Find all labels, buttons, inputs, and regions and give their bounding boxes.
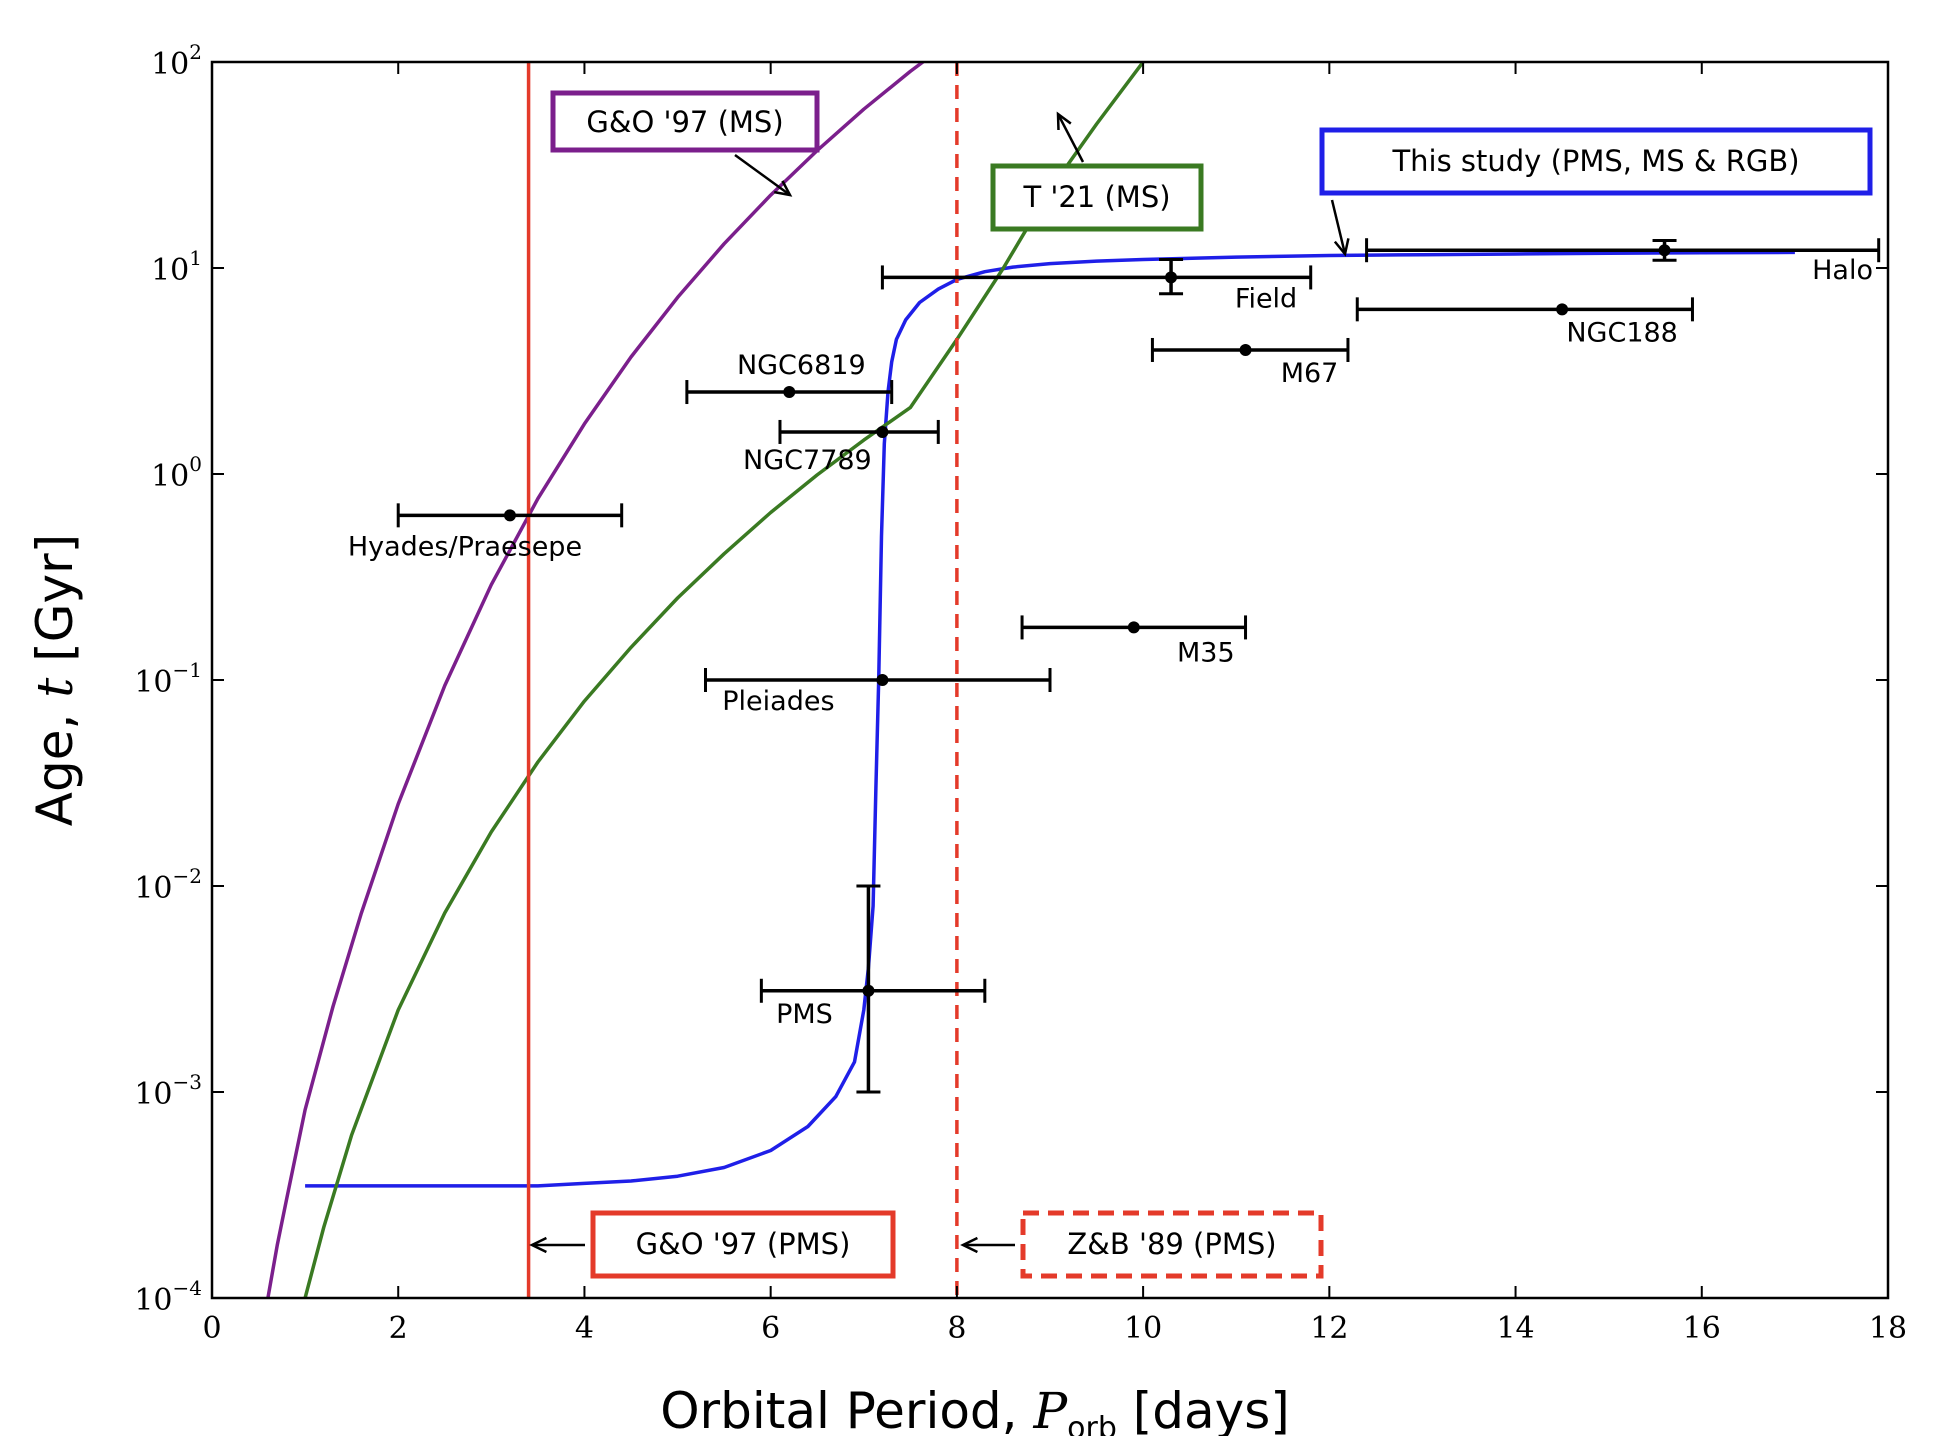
series-line-1 — [266, 62, 987, 1298]
x-tick-label: 4 — [575, 1311, 594, 1346]
x-tick-label: 10 — [1124, 1311, 1162, 1346]
point-marker — [1165, 271, 1178, 284]
x-axis-title: Orbital Period, Porb [days] — [660, 1382, 1290, 1436]
x-tick-label: 2 — [389, 1311, 408, 1346]
annotation-box — [590, 1210, 896, 1279]
arrow-head — [960, 1236, 978, 1254]
annotation-box — [1319, 127, 1873, 196]
point-marker — [876, 425, 889, 438]
annotation-arrow — [1056, 113, 1085, 163]
arrow-head — [1333, 238, 1350, 257]
annotations-layer: G&O '97 (MS) T '21 (MS) This study (PMS, M… — [529, 90, 1873, 1279]
y-tick-label: 10−2 — [134, 864, 202, 906]
point-label: Field — [1235, 283, 1297, 314]
point-label: Pleiades — [722, 686, 834, 717]
point-marker — [862, 984, 875, 997]
x-tick-label: 18 — [1869, 1311, 1907, 1346]
x-tick-label: 14 — [1496, 1311, 1534, 1346]
point-marker — [1127, 621, 1140, 634]
y-tick-label: 102 — [151, 40, 202, 82]
annotation-1: T '21 (MS) — [990, 111, 1204, 232]
arrow-head — [529, 1236, 547, 1254]
curves-layer — [266, 62, 1795, 1298]
annotation-arrow — [1330, 199, 1347, 255]
y-axis-ticks: 10−4 10−3 10−2 10−1 100 101 102 — [134, 40, 1888, 1318]
annotation-box — [550, 90, 820, 153]
data-point-3: Field — [880, 257, 1313, 314]
arrow-head — [774, 180, 793, 197]
point-label: NGC7789 — [743, 445, 872, 476]
arrow-head — [1056, 111, 1072, 131]
annotation-4: Z&B '89 (PMS) — [960, 1210, 1324, 1279]
annotation-0: G&O '97 (MS) — [550, 90, 820, 197]
reference-lines-layer — [526, 62, 959, 1298]
data-point-6: Halo — [1365, 238, 1881, 286]
x-tick-label: 0 — [202, 1311, 221, 1346]
y-tick-label: 10−1 — [134, 658, 202, 700]
y-tick-label: 10−4 — [134, 1276, 202, 1318]
point-marker — [1658, 244, 1671, 257]
y-tick-label: 100 — [151, 452, 202, 494]
point-label: NGC6819 — [737, 350, 866, 381]
point-marker — [783, 386, 796, 399]
annotation-label: G&O '97 (PMS) — [636, 1227, 851, 1261]
annotation-label: Z&B '89 (PMS) — [1067, 1227, 1276, 1261]
point-label: PMS — [776, 999, 833, 1030]
annotation-box — [990, 163, 1204, 232]
x-tick-label: 16 — [1683, 1311, 1721, 1346]
data-point-7: M35 — [1020, 615, 1248, 668]
data-point-5: NGC188 — [1355, 297, 1694, 348]
x-tick-label: 6 — [761, 1311, 780, 1346]
data-points-layer: Hyades/Praesepe NGC6819 NGC7789 Field M67 NGC… — [348, 238, 1881, 1094]
data-point-2: NGC7789 — [743, 419, 940, 476]
series-line-0 — [305, 250, 1795, 1188]
point-marker — [503, 509, 516, 522]
point-label: Hyades/Praesepe — [348, 531, 582, 562]
annotation-box — [1020, 1210, 1324, 1279]
data-point-8: Pleiades — [703, 668, 1052, 717]
annotation-3: G&O '97 (PMS) — [529, 1210, 896, 1279]
point-marker — [1556, 303, 1569, 316]
y-tick-label: 10−3 — [134, 1070, 202, 1112]
point-label: Halo — [1812, 255, 1873, 286]
annotation-label: T '21 (MS) — [1022, 180, 1170, 214]
series-line-2 — [303, 62, 1145, 1298]
data-point-9: PMS — [759, 884, 987, 1094]
annotation-label: G&O '97 (MS) — [586, 105, 783, 139]
annotation-label: This study (PMS, MS & RGB) — [1391, 144, 1799, 178]
point-label: M67 — [1281, 358, 1339, 389]
annotation-arrow — [734, 153, 791, 197]
point-label: NGC188 — [1566, 317, 1678, 348]
x-tick-label: 8 — [947, 1311, 966, 1346]
x-tick-label: 12 — [1310, 1311, 1348, 1346]
data-point-4: M67 — [1150, 337, 1350, 389]
y-tick-label: 101 — [151, 246, 202, 288]
y-axis-title: Age, t [Gyr] — [26, 534, 84, 826]
data-point-0: Hyades/Praesepe — [348, 503, 624, 562]
x-axis-ticks: 0 2 4 6 8 10 12 14 16 18 — [202, 62, 1907, 1346]
point-marker — [1239, 343, 1252, 356]
point-marker — [876, 674, 889, 686]
annotation-2: This study (PMS, MS & RGB) — [1319, 127, 1873, 257]
data-point-1: NGC6819 — [685, 350, 894, 405]
point-label: M35 — [1177, 637, 1235, 668]
